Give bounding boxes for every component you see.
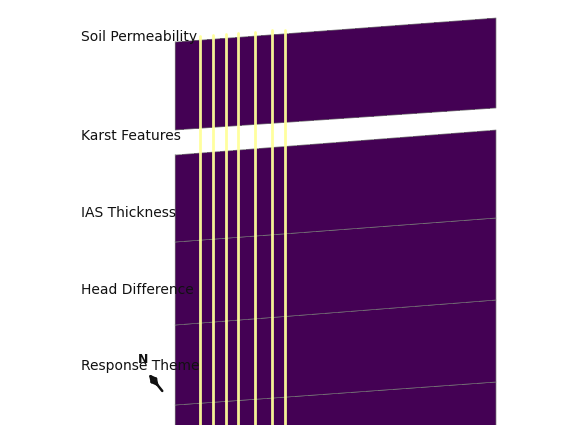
Text: N: N: [138, 353, 148, 366]
Text: Head Difference: Head Difference: [81, 283, 194, 297]
Text: IAS Thickness: IAS Thickness: [81, 207, 176, 220]
Text: Soil Permeability: Soil Permeability: [81, 31, 197, 44]
Text: Karst Features: Karst Features: [81, 129, 181, 143]
Text: Response Theme: Response Theme: [81, 360, 199, 373]
